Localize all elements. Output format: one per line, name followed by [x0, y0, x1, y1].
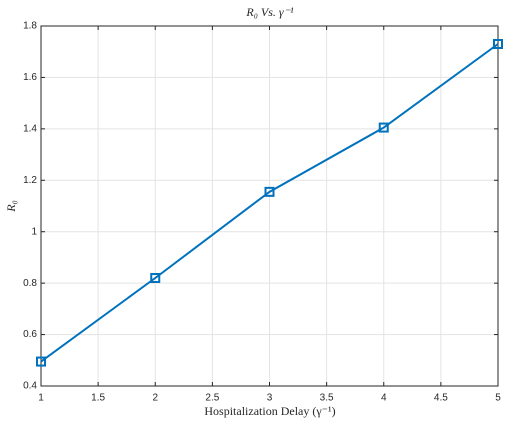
y-tick-label: 0.4 [23, 381, 37, 392]
x-tick-label: 2 [152, 393, 158, 404]
x-tick-label: 4.5 [434, 393, 448, 404]
y-axis-label: R₀ [4, 200, 18, 213]
line [40, 43, 499, 363]
marker [36, 356, 46, 367]
x-tick-label: 1 [38, 393, 44, 404]
x-tick-label: 3 [267, 393, 273, 404]
y-tick-label: 1.4 [23, 123, 37, 134]
x-tick-label: 5 [495, 393, 501, 404]
x-tick-label: 3.5 [320, 393, 334, 404]
y-tick-label: 1.6 [23, 72, 37, 83]
axes-box [40, 25, 499, 387]
x-tick-label: 2.5 [205, 393, 219, 404]
y-tick-label: 1.2 [23, 175, 37, 186]
marker [264, 186, 275, 197]
x-tick-label: 4 [381, 393, 387, 404]
x-axis-label: Hospitalization Delay (γ⁻¹) [204, 404, 335, 418]
x-tick-label: 1.5 [91, 393, 105, 404]
y-tick-label: 1.8 [23, 21, 37, 32]
marker [378, 122, 389, 133]
y-tick-label: 0.6 [23, 329, 37, 340]
y-tick-label: 0.8 [23, 278, 37, 289]
marker [493, 39, 503, 49]
chart-title: R₀ Vs. γ⁻¹ [245, 5, 294, 19]
marker [150, 273, 161, 283]
y-tick-label: 1 [31, 226, 37, 237]
